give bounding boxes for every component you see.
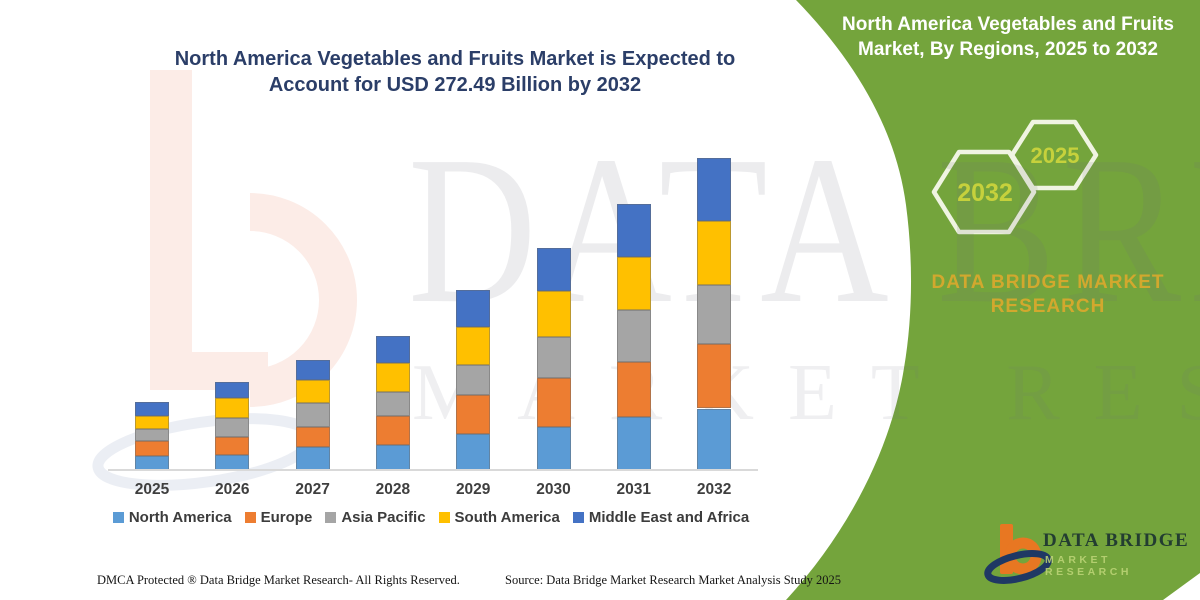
hexagon-2025-icon bbox=[1009, 119, 1099, 191]
legend-item-europe: Europe bbox=[244, 509, 313, 526]
panel-brand-line2: RESEARCH bbox=[990, 296, 1106, 317]
legend-item-middle-east-and-africa: Middle East and Africa bbox=[572, 509, 750, 526]
chart-legend: North America Europe Asia Pacific South Ame… bbox=[95, 509, 767, 526]
logo-name-text: DATA BRIDGE bbox=[1043, 530, 1190, 551]
bar-segment-2027-europe bbox=[295, 427, 330, 447]
bar-segment-2029-south-america bbox=[456, 326, 491, 366]
bar-segment-2032-north-america bbox=[697, 408, 732, 470]
bar-segment-2028-south-america bbox=[375, 362, 410, 392]
watermark-b-logo-icon bbox=[150, 70, 357, 407]
panel-title-line2: Market, By Regions, 2025 to 2032 bbox=[858, 39, 1158, 60]
chart-title-line1: North America Vegetables and Fruits Mark… bbox=[174, 48, 736, 70]
bar-segment-2025-south-america bbox=[135, 416, 169, 429]
bar-segment-2032-south-america bbox=[697, 221, 732, 286]
bar-segment-2026-europe bbox=[215, 436, 250, 455]
hexagon-year-2025-label: 2025 bbox=[1030, 143, 1080, 168]
bar-segment-2026-south-america bbox=[215, 398, 250, 418]
x-axis-label-2028: 2028 bbox=[375, 481, 411, 498]
x-axis-label-2027: 2027 bbox=[295, 481, 330, 498]
panel-title-line1: North America Vegetables and Fruits bbox=[842, 14, 1174, 35]
bar-segment-2027-middle-east-and-africa bbox=[295, 359, 330, 381]
hexagon-year-2032-label: 2032 bbox=[957, 179, 1013, 207]
bar-segment-2031-middle-east-and-africa bbox=[616, 203, 651, 257]
bar-segment-2030-asia-pacific bbox=[536, 336, 571, 379]
legend-label: Europe bbox=[260, 509, 313, 526]
legend-label: South America bbox=[454, 509, 560, 526]
x-axis-line bbox=[108, 469, 758, 471]
logo-sub-text: MARKET RESEARCH bbox=[1045, 554, 1132, 578]
bar-segment-2030-europe bbox=[536, 378, 571, 427]
x-axis-label-2025: 2025 bbox=[134, 481, 170, 498]
chart-title-line2: Account for USD 272.49 Billion by 2032 bbox=[268, 74, 642, 96]
bar-segment-2031-europe bbox=[616, 361, 651, 417]
legend-label: Middle East and Africa bbox=[588, 509, 750, 526]
bar-segment-2028-europe bbox=[375, 415, 410, 445]
bar-segment-2028-middle-east-and-africa bbox=[375, 336, 410, 363]
legend-item-south-america: South America bbox=[438, 509, 560, 526]
bar-segment-2030-middle-east-and-africa bbox=[536, 247, 571, 291]
bar-segment-2026-north-america bbox=[215, 455, 250, 470]
databridge-logo-icon bbox=[984, 524, 1052, 584]
bar-segment-2029-north-america bbox=[456, 434, 491, 470]
footer-dmca-text: DMCA Protected ® Data Bridge Market Rese… bbox=[97, 573, 460, 587]
legend-item-north-america: North America bbox=[112, 509, 232, 526]
bar-segment-2031-asia-pacific bbox=[616, 310, 651, 362]
x-axis-label-2031: 2031 bbox=[616, 481, 652, 498]
legend-swatch-icon bbox=[572, 512, 584, 523]
bar-segment-2026-middle-east-and-africa bbox=[215, 382, 250, 399]
legend-item-asia-pacific: Asia Pacific bbox=[325, 509, 426, 526]
bar-segment-2027-asia-pacific bbox=[295, 403, 330, 428]
bar-segment-2029-asia-pacific bbox=[456, 365, 491, 395]
chart-title: North America Vegetables and Fruits Mark… bbox=[120, 46, 790, 98]
footer-source-text: Source: Data Bridge Market Research Mark… bbox=[505, 573, 842, 587]
legend-label: Asia Pacific bbox=[341, 509, 426, 526]
green-panel-shape bbox=[786, 0, 1200, 600]
hexagon-2032-icon bbox=[931, 149, 1037, 235]
bar-segment-2026-asia-pacific bbox=[215, 417, 250, 437]
x-axis-label-2026: 2026 bbox=[215, 481, 250, 498]
legend-label: North America bbox=[128, 509, 232, 526]
x-axis-label-2030: 2030 bbox=[536, 481, 571, 498]
bar-segment-2025-north-america bbox=[135, 456, 169, 470]
bar-segment-2028-north-america bbox=[375, 444, 410, 470]
x-axis-label-2032: 2032 bbox=[696, 481, 732, 498]
panel-title: North America Vegetables and Fruits Mark… bbox=[830, 12, 1186, 62]
bar-segment-2025-asia-pacific bbox=[135, 428, 169, 441]
bar-segment-2031-north-america bbox=[616, 416, 651, 470]
bar-segment-2027-north-america bbox=[295, 446, 330, 470]
x-axis-label-2029: 2029 bbox=[455, 481, 491, 498]
bar-segment-2032-middle-east-and-africa bbox=[697, 157, 732, 222]
panel-brand-text: DATA BRIDGE MARKET RESEARCH bbox=[878, 271, 1200, 319]
bar-segment-2032-asia-pacific bbox=[697, 285, 732, 344]
legend-swatch-icon bbox=[244, 512, 256, 523]
bar-segment-2028-asia-pacific bbox=[375, 391, 410, 416]
panel-brand-line1: DATA BRIDGE MARKET bbox=[931, 272, 1165, 293]
bar-segment-2031-south-america bbox=[616, 256, 651, 311]
legend-swatch-icon bbox=[325, 512, 337, 523]
bar-segment-2029-middle-east-and-africa bbox=[456, 290, 491, 327]
legend-swatch-icon bbox=[438, 512, 450, 523]
legend-swatch-icon bbox=[112, 512, 124, 523]
bar-segment-2030-south-america bbox=[536, 290, 571, 337]
bar-segment-2025-middle-east-and-africa bbox=[135, 401, 169, 417]
bar-segment-2029-europe bbox=[456, 394, 491, 435]
bar-segment-2025-europe bbox=[135, 440, 169, 457]
bar-segment-2032-europe bbox=[697, 343, 732, 409]
bar-segment-2027-south-america bbox=[295, 380, 330, 404]
bar-segment-2030-north-america bbox=[536, 426, 571, 470]
